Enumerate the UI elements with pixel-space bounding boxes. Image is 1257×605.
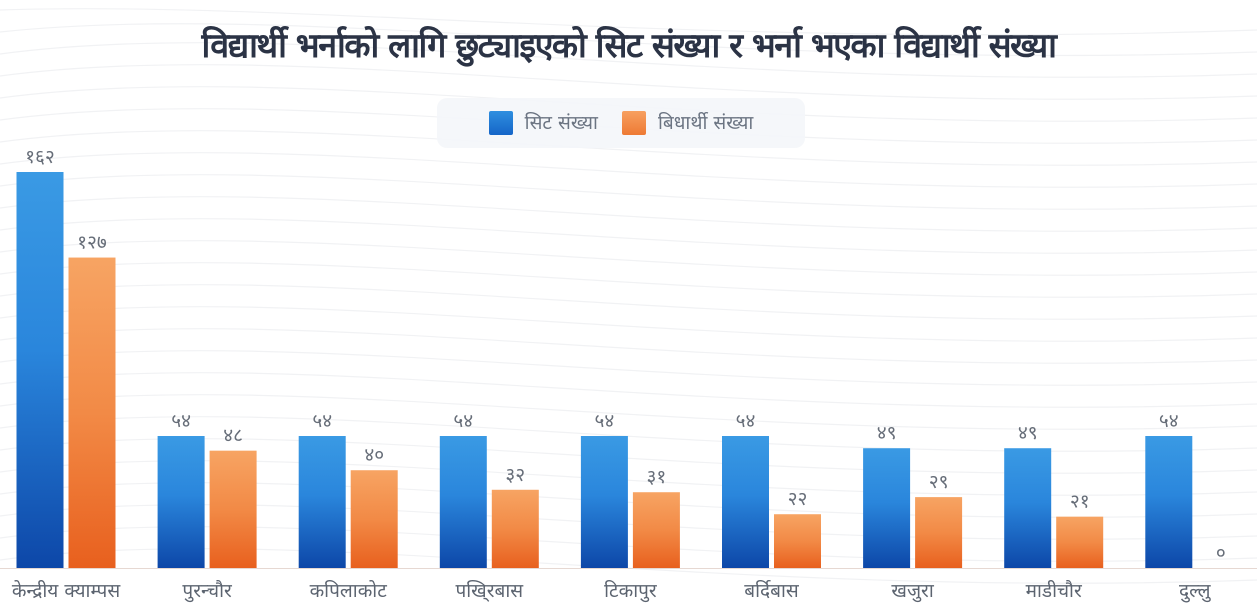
bar-seats-8[interactable]: [1145, 436, 1193, 568]
background-wave-line: [0, 372, 1257, 408]
bar-students-4[interactable]: [632, 492, 680, 568]
bar-students-6[interactable]: [915, 497, 963, 568]
bar-students-2[interactable]: [350, 470, 398, 568]
background-wave-line: [0, 8, 1257, 36]
value-label-students-5: २२: [788, 488, 808, 510]
bar-students-0[interactable]: [68, 257, 116, 568]
value-label-seats-5: ५४: [736, 410, 756, 432]
legend-item-students[interactable]: बिधार्थी संख्या: [621, 111, 754, 135]
bar-seats-6[interactable]: [863, 448, 911, 568]
category-label-4: टिकापुर: [604, 579, 658, 603]
category-label-0: केन्द्रीय क्याम्पस: [12, 579, 121, 602]
category-label-2: कपिलाकोट: [310, 579, 388, 602]
category-label-3: पखि्रबास: [455, 579, 524, 602]
value-label-students-3: ३२: [505, 464, 525, 486]
background-wave-line: [0, 152, 1257, 188]
value-label-seats-2: ५४: [312, 410, 332, 432]
category-label-6: खजुरा: [891, 580, 934, 603]
category-label-7: माडीचौर: [1026, 579, 1083, 602]
legend-label-students: बिधार्थी संख्या: [657, 112, 754, 134]
bar-seats-3[interactable]: [439, 436, 487, 568]
legend-swatch-blue-icon: [488, 111, 513, 135]
bar-students-3[interactable]: [491, 489, 539, 568]
category-label-1: पुरन्चौर: [182, 579, 233, 603]
background-wave-line: [0, 350, 1257, 386]
background-wave-line: [0, 218, 1257, 254]
category-label-8: दुल्लु: [1179, 580, 1212, 603]
value-label-seats-4: ५४: [595, 410, 615, 432]
legend-label-seats: सिट संख्या: [524, 112, 598, 134]
background-wave-line: [0, 328, 1257, 364]
value-label-students-7: २१: [1070, 491, 1090, 513]
bar-seats-7[interactable]: [1004, 448, 1052, 568]
background-wave-line: [0, 196, 1257, 232]
background-wave-line: [0, 306, 1257, 342]
background-wave-line: [0, 284, 1257, 320]
value-label-students-2: ४०: [364, 444, 384, 466]
bar-students-5[interactable]: [774, 514, 821, 568]
value-label-seats-6: ४९: [877, 422, 897, 444]
value-label-students-6: २९: [929, 471, 949, 493]
value-label-seats-8: ५४: [1159, 410, 1179, 432]
value-label-seats-0: १६२: [25, 146, 55, 168]
value-label-seats-3: ५४: [453, 410, 473, 432]
legend-swatch-orange-icon: [621, 111, 646, 135]
background-wave-line: [0, 394, 1257, 430]
legend-item-seats[interactable]: सिट संख्या: [488, 111, 598, 135]
bar-seats-5[interactable]: [722, 436, 769, 568]
chart-title: विद्यार्थी भर्नाको लागि छुट्याइएको सिट स…: [201, 26, 1057, 66]
value-label-students-0: १२७: [77, 232, 107, 254]
bar-students-7[interactable]: [1056, 516, 1104, 568]
value-label-students-8: ०: [1216, 542, 1226, 564]
value-label-students-1: ४८: [223, 425, 243, 447]
bar-seats-2[interactable]: [298, 436, 346, 568]
background-wave-line: [0, 23, 1257, 57]
background-wave-line: [0, 64, 1257, 100]
bar-seats-1[interactable]: [157, 436, 205, 568]
background-wave-line: [0, 42, 1257, 78]
bar-seats-4[interactable]: [580, 436, 628, 568]
bar-students-1[interactable]: [209, 450, 257, 568]
bar-seats-0[interactable]: [16, 172, 64, 568]
value-label-seats-7: ४९: [1018, 422, 1038, 444]
category-label-5: बर्दिबास: [744, 579, 800, 602]
background-wave-line: [0, 174, 1257, 210]
value-label-seats-1: ५४: [171, 410, 191, 432]
background-wave-line: [0, 240, 1257, 276]
value-label-students-4: ३१: [647, 466, 667, 488]
legend: सिट संख्या बिधार्थी संख्या: [437, 98, 805, 148]
background-wave-line: [0, 262, 1257, 298]
